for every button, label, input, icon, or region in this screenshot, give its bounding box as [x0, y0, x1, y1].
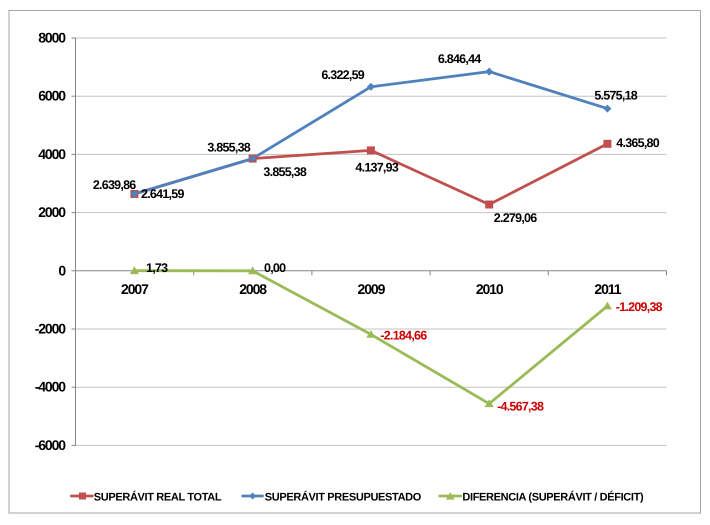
- svg-text:2010: 2010: [476, 281, 504, 297]
- svg-text:-2.184,66: -2.184,66: [380, 329, 427, 343]
- svg-text:3.855,38: 3.855,38: [263, 165, 306, 179]
- svg-text:-2000: -2000: [35, 321, 67, 337]
- svg-text:4.137,93: 4.137,93: [355, 161, 398, 175]
- svg-text:2000: 2000: [38, 204, 66, 220]
- svg-text:-1.209,38: -1.209,38: [616, 300, 663, 314]
- svg-text:-4.567,38: -4.567,38: [497, 400, 544, 414]
- svg-text:2.639,86: 2.639,86: [93, 178, 136, 192]
- svg-text:2.641,59: 2.641,59: [141, 187, 184, 201]
- svg-text:-4000: -4000: [35, 379, 67, 395]
- svg-text:4000: 4000: [38, 146, 66, 162]
- svg-text:SUPERÁVIT REAL TOTAL: SUPERÁVIT REAL TOTAL: [94, 490, 222, 503]
- svg-text:2007: 2007: [121, 281, 149, 297]
- svg-text:3.855,38: 3.855,38: [207, 141, 250, 155]
- svg-text:2008: 2008: [239, 281, 267, 297]
- svg-text:2011: 2011: [594, 281, 621, 297]
- svg-text:6.846,44: 6.846,44: [438, 52, 481, 66]
- svg-text:0: 0: [58, 262, 66, 278]
- svg-text:DIFERENCIA (SUPERÁVIT / DÉFICI: DIFERENCIA (SUPERÁVIT / DÉFICIT): [462, 490, 644, 503]
- svg-text:1,73: 1,73: [146, 261, 168, 275]
- svg-text:-6000: -6000: [35, 437, 67, 453]
- svg-text:6.322,59: 6.322,59: [321, 68, 364, 82]
- svg-text:2.279,06: 2.279,06: [494, 211, 537, 225]
- svg-text:0,00: 0,00: [264, 261, 286, 275]
- svg-text:8000: 8000: [38, 30, 66, 46]
- svg-text:4.365,80: 4.365,80: [616, 136, 659, 150]
- svg-text:5.575,18: 5.575,18: [594, 89, 637, 103]
- svg-text:6000: 6000: [38, 88, 66, 104]
- svg-text:2009: 2009: [358, 281, 386, 297]
- svg-text:SUPERÁVIT PRESUPUESTADO: SUPERÁVIT PRESUPUESTADO: [265, 490, 422, 503]
